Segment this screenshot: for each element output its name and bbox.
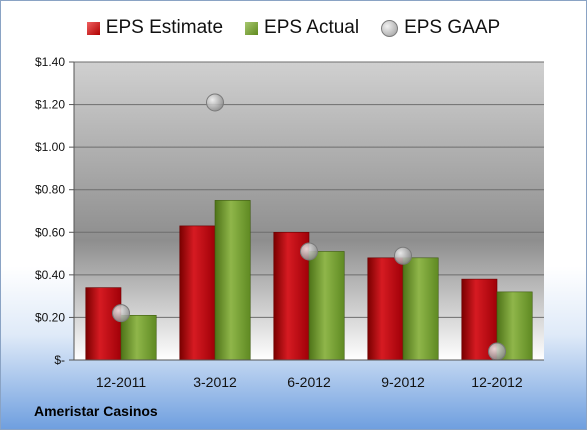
- estimate-bar: [179, 225, 216, 361]
- x-tick-label: 6-2012: [287, 374, 331, 390]
- y-tick-label: $0.60: [35, 225, 65, 239]
- x-tick-label: 12-2011: [96, 374, 147, 390]
- y-tick-label: $0.40: [35, 268, 65, 282]
- gaap-point: [112, 304, 130, 323]
- legend-label-gaap: EPS GAAP: [404, 17, 501, 38]
- x-tick-label: 3-2012: [193, 374, 237, 390]
- legend-label-actual: EPS Actual: [264, 17, 360, 38]
- legend-item-actual: EPS Actual: [245, 17, 359, 39]
- axis-layer: $- $0.20 $0.40 $0.60 $0.80 $1.00 $1.20 $1.40 12-…: [35, 55, 544, 390]
- x-tick-label: 12-2012: [471, 374, 523, 390]
- actual-bar: [120, 314, 157, 361]
- legend-swatch-estimate: [86, 21, 100, 35]
- y-tick-label: $-: [54, 353, 65, 367]
- legend-swatch-actual: [245, 21, 259, 35]
- legend-item-estimate: EPS Estimate: [86, 17, 224, 39]
- y-tick-label: $1.40: [35, 55, 65, 69]
- legend: EPS Estimate EPS Actual EPS GAAP: [1, 17, 586, 39]
- legend-label-estimate: EPS Estimate: [105, 17, 224, 38]
- gaap-point: [300, 242, 318, 261]
- actual-bar: [496, 291, 533, 361]
- actual-bar: [214, 200, 251, 361]
- gaap-point: [206, 93, 224, 112]
- y-tick-label: $0.20: [35, 310, 65, 324]
- actual-bar: [402, 257, 439, 361]
- legend-item-gaap: EPS GAAP: [381, 17, 500, 39]
- y-tick-label: $1.20: [35, 98, 65, 112]
- x-tick-label: 9-2012: [381, 374, 425, 390]
- company-name: Ameristar Casinos: [34, 403, 158, 419]
- bar-layer: [85, 200, 533, 361]
- legend-swatch-gaap: [381, 19, 399, 37]
- actual-bar: [308, 251, 345, 361]
- estimate-bar: [85, 287, 122, 361]
- y-tick-label: $1.00: [35, 140, 65, 154]
- y-tick-label: $0.80: [35, 183, 65, 197]
- gaap-point: [488, 342, 506, 361]
- point-layer: [112, 93, 506, 361]
- gaap-point: [394, 246, 412, 265]
- estimate-bar: [367, 257, 404, 361]
